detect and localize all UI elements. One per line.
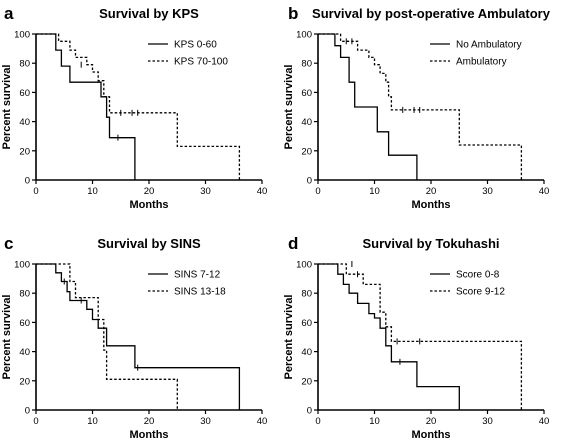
x-tick-label: 20 [144, 416, 155, 427]
y-tick-label: 60 [19, 88, 30, 99]
x-tick-label: 30 [200, 186, 211, 197]
x-axis-label: Months [129, 199, 168, 211]
y-tick-label: 80 [301, 59, 312, 70]
x-tick-label: 30 [200, 416, 211, 427]
legend-label-2: Ambulatory [456, 57, 507, 68]
x-tick-label: 40 [257, 186, 268, 197]
x-tick-label: 20 [144, 186, 155, 197]
x-axis-label: Months [129, 429, 168, 441]
y-tick-label: 0 [307, 406, 312, 417]
y-tick-label: 80 [19, 59, 30, 70]
legend-label-1: SINS 7-12 [174, 270, 221, 281]
chart-title: Survival by KPS [99, 6, 199, 21]
y-tick-label: 80 [301, 289, 312, 300]
x-tick-label: 10 [87, 416, 98, 427]
x-tick-label: 20 [426, 186, 437, 197]
panel-letter: b [288, 4, 298, 23]
x-axis-label: Months [411, 199, 450, 211]
y-tick-label: 40 [301, 117, 312, 128]
y-tick-label: 100 [14, 30, 30, 41]
legend-label-1: Score 0-8 [456, 270, 500, 281]
series-line-1 [318, 263, 460, 410]
legend-label-2: KPS 70-100 [174, 57, 228, 68]
x-tick-label: 10 [87, 186, 98, 197]
y-axis-label: Percent survival [283, 295, 295, 380]
panel-letter: c [4, 234, 13, 253]
y-tick-label: 60 [301, 318, 312, 329]
chart-title: Survival by SINS [97, 236, 201, 251]
y-tick-label: 0 [307, 176, 312, 187]
x-tick-label: 0 [33, 416, 38, 427]
y-axis-label: Percent survival [1, 295, 13, 380]
chart-panel-d: d Survival by Tokuhashi 0 20 40 60 80 100 0 10 20 3… [283, 234, 549, 441]
y-tick-label: 40 [19, 347, 30, 358]
y-tick-label: 20 [301, 376, 312, 387]
y-tick-label: 40 [19, 117, 30, 128]
x-tick-label: 30 [482, 416, 493, 427]
y-axis-label: Percent survival [1, 65, 13, 150]
y-tick-label: 60 [301, 88, 312, 99]
legend-label-2: Score 9-12 [456, 287, 505, 298]
x-tick-label: 30 [482, 186, 493, 197]
series-line-1 [36, 33, 136, 180]
series-line-1 [36, 263, 241, 410]
y-tick-label: 0 [25, 406, 30, 417]
series-line-2 [318, 33, 523, 180]
series-line-2 [36, 263, 178, 410]
y-tick-label: 100 [14, 260, 30, 271]
x-tick-label: 10 [369, 186, 380, 197]
y-axis-label: Percent survival [283, 65, 295, 150]
chart-title: Survival by post-operative Ambulatory [312, 6, 551, 21]
legend-label-2: SINS 13-18 [174, 287, 226, 298]
y-tick-label: 20 [301, 146, 312, 157]
x-tick-label: 0 [315, 186, 320, 197]
x-tick-label: 0 [33, 186, 38, 197]
chart-panel-c: c Survival by SINS 0 20 40 60 80 100 0 10 20 30 40 Mo… [1, 234, 267, 441]
legend-label-1: KPS 0-60 [174, 40, 217, 51]
x-axis-label: Months [411, 429, 450, 441]
legend-label-1: No Ambulatory [456, 40, 522, 51]
y-tick-label: 20 [19, 146, 30, 157]
y-tick-label: 40 [301, 347, 312, 358]
y-tick-label: 80 [19, 289, 30, 300]
y-tick-label: 100 [296, 260, 312, 271]
x-tick-label: 40 [257, 416, 268, 427]
chart-panel-b: b Survival by post-operative Ambulatory 0 2… [283, 4, 551, 211]
series-line-2 [318, 263, 523, 410]
panel-letter: d [288, 234, 298, 253]
series-line-1 [318, 33, 418, 180]
x-tick-label: 0 [315, 416, 320, 427]
y-tick-label: 20 [19, 376, 30, 387]
panel-letter: a [4, 4, 14, 23]
x-tick-label: 10 [369, 416, 380, 427]
chart-title: Survival by Tokuhashi [362, 236, 499, 251]
y-tick-label: 0 [25, 176, 30, 187]
series-line-2 [36, 33, 241, 180]
y-tick-label: 60 [19, 318, 30, 329]
x-tick-label: 40 [539, 416, 550, 427]
x-tick-label: 20 [426, 416, 437, 427]
x-tick-label: 40 [539, 186, 550, 197]
chart-panel-a: a Survival by KPS 0 20 40 60 80 100 0 10 20 30 40 Mon… [1, 4, 267, 211]
y-tick-label: 100 [296, 30, 312, 41]
